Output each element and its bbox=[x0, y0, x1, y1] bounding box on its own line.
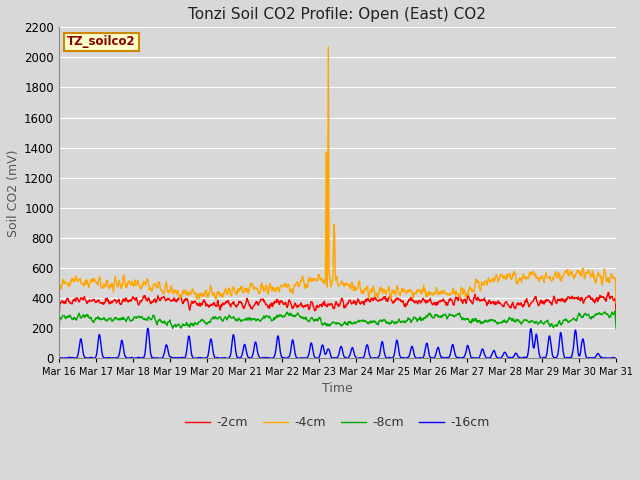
-2cm bbox=[424, 299, 432, 305]
-2cm bbox=[165, 296, 173, 301]
-2cm bbox=[179, 300, 186, 306]
-4cm bbox=[547, 274, 554, 279]
-8cm bbox=[424, 312, 432, 318]
-16cm bbox=[55, 356, 63, 361]
-4cm bbox=[497, 272, 505, 278]
-8cm bbox=[546, 322, 554, 328]
-8cm bbox=[241, 317, 249, 323]
-16cm bbox=[144, 325, 152, 331]
-16cm bbox=[179, 355, 187, 360]
-8cm bbox=[179, 322, 186, 327]
Text: TZ_soilco2: TZ_soilco2 bbox=[67, 36, 136, 48]
-16cm bbox=[241, 344, 249, 349]
-4cm bbox=[424, 289, 432, 295]
-4cm bbox=[612, 300, 620, 306]
X-axis label: Time: Time bbox=[322, 382, 353, 395]
Legend: -2cm, -4cm, -8cm, -16cm: -2cm, -4cm, -8cm, -16cm bbox=[180, 411, 495, 434]
-2cm bbox=[55, 313, 63, 319]
-8cm bbox=[165, 319, 173, 324]
Line: -8cm: -8cm bbox=[59, 311, 616, 333]
-16cm bbox=[166, 353, 173, 359]
-4cm bbox=[241, 285, 249, 291]
-2cm bbox=[546, 300, 554, 305]
-16cm bbox=[612, 355, 620, 361]
-8cm bbox=[611, 308, 619, 314]
Title: Tonzi Soil CO2 Profile: Open (East) CO2: Tonzi Soil CO2 Profile: Open (East) CO2 bbox=[189, 7, 486, 22]
-8cm bbox=[497, 319, 504, 325]
-16cm bbox=[605, 356, 612, 361]
Line: -4cm: -4cm bbox=[59, 47, 616, 313]
Y-axis label: Soil CO2 (mV): Soil CO2 (mV) bbox=[7, 149, 20, 237]
-8cm bbox=[612, 326, 620, 332]
-4cm bbox=[179, 288, 186, 294]
-8cm bbox=[55, 330, 63, 336]
-16cm bbox=[497, 355, 505, 361]
Line: -2cm: -2cm bbox=[59, 292, 616, 316]
-2cm bbox=[612, 312, 620, 318]
-16cm bbox=[424, 347, 432, 352]
-4cm bbox=[55, 311, 63, 316]
Line: -16cm: -16cm bbox=[59, 328, 616, 359]
-2cm bbox=[241, 302, 249, 308]
-2cm bbox=[605, 289, 612, 295]
-16cm bbox=[547, 336, 554, 342]
-4cm bbox=[324, 44, 332, 50]
-4cm bbox=[165, 288, 173, 293]
-2cm bbox=[497, 300, 504, 306]
